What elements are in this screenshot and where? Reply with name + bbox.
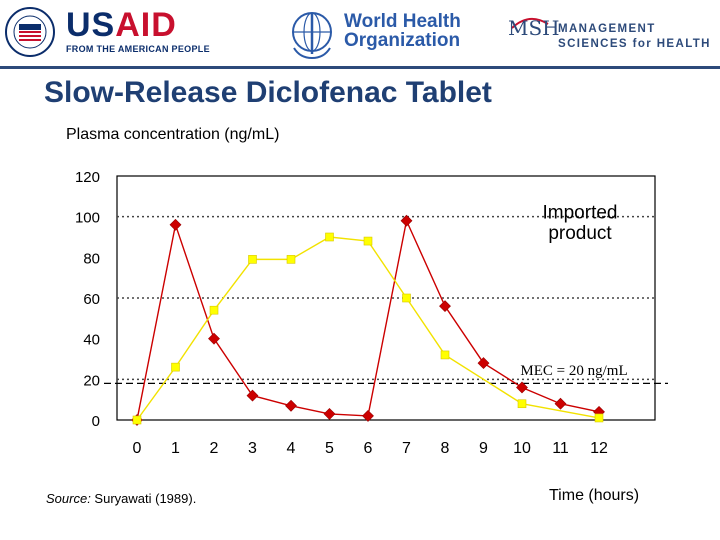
who-emblem-icon bbox=[292, 12, 332, 60]
usaid-tagline: FROM THE AMERICAN PEOPLE bbox=[66, 44, 210, 54]
msh-name-line1: MANAGEMENT bbox=[558, 23, 656, 35]
x-tick-label-10: 10 bbox=[513, 440, 531, 457]
series-1-point-10 bbox=[517, 399, 527, 409]
y-axis-label: Plasma concentration (ng/mL) bbox=[66, 126, 280, 143]
series-0-point-5 bbox=[323, 407, 336, 420]
series-1-point-0 bbox=[132, 415, 142, 425]
header-rule bbox=[0, 66, 720, 69]
msh-name-line2: SCIENCES for HEALTH bbox=[558, 38, 711, 50]
series-0-point-11 bbox=[554, 397, 567, 410]
y-tick-label-0: 0 bbox=[92, 413, 100, 430]
x-tick-label-8: 8 bbox=[441, 440, 450, 457]
x-tick-label-3: 3 bbox=[248, 440, 257, 457]
series-1-point-3 bbox=[248, 255, 257, 264]
y-tick-label-80: 80 bbox=[83, 250, 100, 267]
x-tick-label-2: 2 bbox=[210, 440, 219, 457]
y-tick-label-100: 100 bbox=[75, 210, 100, 227]
usaid-wordmark-aid: AID bbox=[115, 6, 177, 44]
series-0-point-4 bbox=[285, 399, 297, 412]
series-1-point-6 bbox=[363, 236, 373, 246]
mec-label: MEC = 20 ng/mL bbox=[520, 363, 627, 379]
msh-arc-icon bbox=[511, 17, 549, 29]
x-tick-label-1: 1 bbox=[171, 440, 180, 457]
msh-name: MANAGEMENT SCIENCES for HEALTH bbox=[558, 22, 711, 52]
x-tick-label-12: 12 bbox=[590, 440, 608, 457]
x-tick-label-6: 6 bbox=[364, 440, 373, 457]
series-1-point-8 bbox=[440, 350, 450, 360]
who-name: World Health Organization bbox=[344, 12, 464, 50]
y-tick-label-20: 20 bbox=[83, 372, 100, 389]
y-tick-label-40: 40 bbox=[83, 332, 100, 349]
series-1-point-12 bbox=[594, 413, 604, 423]
series-1-point-2 bbox=[209, 305, 219, 315]
slide-title: Slow-Release Diclofenac Tablet bbox=[44, 76, 492, 109]
x-tick-label-4: 4 bbox=[287, 440, 296, 457]
series-0-point-6 bbox=[362, 410, 374, 422]
source-text: Suryawati (1989). bbox=[90, 491, 197, 506]
series-1-point-4 bbox=[286, 255, 296, 264]
who-name-line1: World Health bbox=[344, 11, 461, 32]
x-tick-label-0: 0 bbox=[133, 440, 142, 457]
series-0-point-8 bbox=[439, 300, 451, 313]
series-1-point-5 bbox=[325, 232, 334, 242]
annotation-0: Imported bbox=[543, 203, 618, 224]
who-name-line2: Organization bbox=[344, 30, 461, 51]
source-note: Source: Suryawati (1989). bbox=[46, 491, 196, 506]
y-tick-label-120: 120 bbox=[75, 169, 100, 186]
logo-bar: USAID FROM THE AMERICAN PEOPLE World Hea… bbox=[0, 0, 720, 66]
x-tick-label-9: 9 bbox=[479, 440, 488, 457]
series-1-point-7 bbox=[402, 293, 411, 303]
series-1-point-1 bbox=[171, 362, 180, 372]
annotation-1: product bbox=[548, 223, 612, 244]
x-tick-label-7: 7 bbox=[402, 440, 411, 457]
source-prefix: Source: bbox=[46, 491, 91, 506]
x-tick-label-11: 11 bbox=[552, 440, 569, 457]
series-0-point-3 bbox=[246, 389, 259, 402]
series-0-point-9 bbox=[477, 357, 490, 369]
msh-mark: MSH bbox=[508, 16, 560, 40]
x-axis-label: Time (hours) bbox=[549, 487, 640, 504]
usaid-seal-icon bbox=[5, 7, 55, 57]
x-tick-label-5: 5 bbox=[325, 440, 334, 457]
series-0-point-7 bbox=[400, 214, 413, 227]
usaid-wordmark: USAID bbox=[66, 6, 177, 45]
y-tick-label-60: 60 bbox=[83, 291, 100, 308]
series-0-point-2 bbox=[208, 332, 220, 345]
plot-area bbox=[116, 175, 656, 421]
series-0-point-10 bbox=[516, 381, 528, 394]
series-0-point-1 bbox=[169, 218, 182, 231]
usaid-wordmark-us: US bbox=[66, 6, 116, 44]
